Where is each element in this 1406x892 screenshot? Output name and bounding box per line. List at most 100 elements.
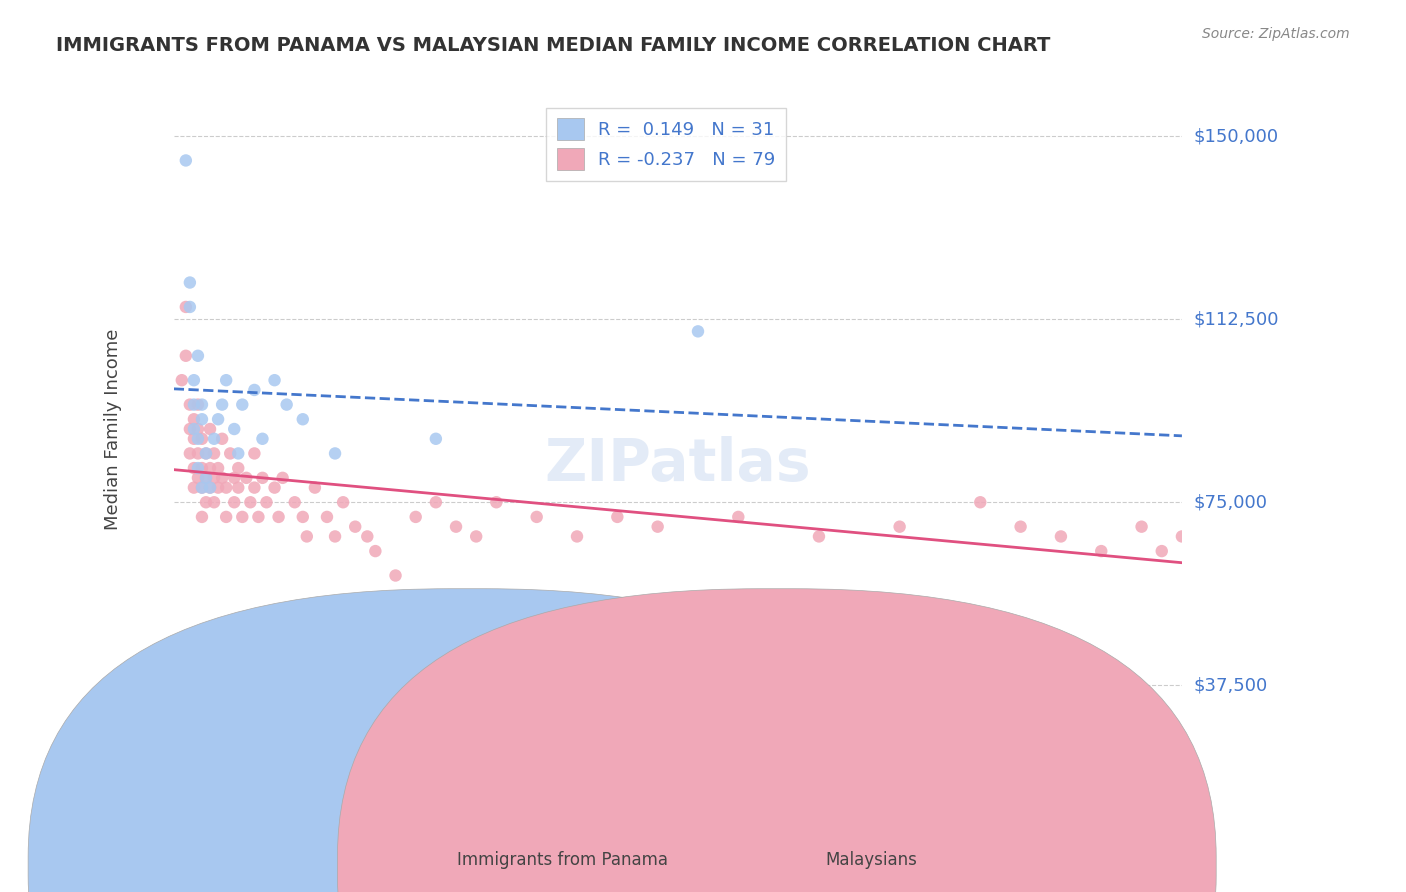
Point bbox=[271, 471, 294, 485]
Point bbox=[187, 349, 209, 363]
Legend: R =  0.149   N = 31, R = -0.237   N = 79: R = 0.149 N = 31, R = -0.237 N = 79 bbox=[546, 108, 786, 180]
Point bbox=[207, 461, 229, 475]
Point bbox=[405, 509, 427, 524]
Point bbox=[215, 481, 238, 495]
Point bbox=[226, 446, 249, 460]
Text: IMMIGRANTS FROM PANAMA VS MALAYSIAN MEDIAN FAMILY INCOME CORRELATION CHART: IMMIGRANTS FROM PANAMA VS MALAYSIAN MEDI… bbox=[56, 36, 1050, 54]
Point bbox=[195, 446, 218, 460]
Point bbox=[224, 471, 246, 485]
Point bbox=[215, 509, 238, 524]
Point bbox=[215, 373, 238, 387]
Point bbox=[191, 461, 214, 475]
Point bbox=[252, 471, 274, 485]
Point bbox=[187, 446, 209, 460]
Text: Source: ZipAtlas.com: Source: ZipAtlas.com bbox=[1202, 27, 1350, 41]
Point bbox=[191, 398, 214, 412]
Point bbox=[187, 471, 209, 485]
Point bbox=[239, 495, 262, 509]
Point bbox=[425, 432, 447, 446]
Point bbox=[425, 495, 447, 509]
Point bbox=[183, 373, 205, 387]
Point bbox=[384, 568, 406, 582]
Point bbox=[198, 481, 221, 495]
Point bbox=[364, 544, 387, 558]
Point bbox=[179, 398, 201, 412]
Point bbox=[187, 422, 209, 436]
Point bbox=[198, 461, 221, 475]
Point bbox=[195, 446, 218, 460]
Text: Median Family Income: Median Family Income bbox=[104, 328, 122, 530]
Point bbox=[323, 529, 346, 543]
Point bbox=[191, 432, 214, 446]
Point bbox=[226, 461, 249, 475]
Point bbox=[267, 509, 290, 524]
Point bbox=[465, 529, 488, 543]
Point bbox=[243, 481, 266, 495]
Point bbox=[191, 481, 214, 495]
Point bbox=[1171, 529, 1194, 543]
Point bbox=[183, 481, 205, 495]
Point bbox=[211, 398, 233, 412]
Point bbox=[179, 300, 201, 314]
Point bbox=[207, 481, 229, 495]
Text: $37,500: $37,500 bbox=[1194, 676, 1267, 694]
Point bbox=[211, 432, 233, 446]
Point bbox=[187, 461, 209, 475]
Point bbox=[198, 422, 221, 436]
Point bbox=[256, 495, 278, 509]
Text: $150,000: $150,000 bbox=[1194, 127, 1278, 145]
Point bbox=[183, 398, 205, 412]
Point bbox=[183, 461, 205, 475]
Point bbox=[198, 481, 221, 495]
Text: $75,000: $75,000 bbox=[1194, 493, 1267, 511]
Point bbox=[183, 432, 205, 446]
Point bbox=[207, 412, 229, 426]
Point bbox=[224, 422, 246, 436]
Point bbox=[219, 446, 242, 460]
Text: Immigrants from Panama: Immigrants from Panama bbox=[457, 851, 668, 869]
Point bbox=[969, 495, 991, 509]
Point bbox=[247, 509, 270, 524]
Point bbox=[231, 509, 253, 524]
Point bbox=[606, 509, 628, 524]
Point bbox=[183, 422, 205, 436]
Point bbox=[183, 412, 205, 426]
Text: ZIPatlas: ZIPatlas bbox=[544, 435, 811, 492]
Point bbox=[191, 412, 214, 426]
Point bbox=[243, 446, 266, 460]
Point bbox=[174, 153, 197, 168]
Point bbox=[647, 519, 669, 533]
Point bbox=[263, 373, 285, 387]
Point bbox=[727, 509, 749, 524]
Point bbox=[295, 529, 318, 543]
Point bbox=[211, 471, 233, 485]
Point bbox=[252, 432, 274, 446]
Point bbox=[344, 519, 367, 533]
Point bbox=[195, 471, 218, 485]
Point bbox=[284, 495, 307, 509]
Point bbox=[179, 446, 201, 460]
Point bbox=[291, 509, 314, 524]
Point bbox=[202, 495, 225, 509]
Point bbox=[276, 398, 298, 412]
Point bbox=[224, 495, 246, 509]
Point bbox=[179, 276, 201, 290]
Text: 25.0%: 25.0% bbox=[1125, 805, 1182, 823]
Point bbox=[807, 529, 830, 543]
Point bbox=[174, 349, 197, 363]
Point bbox=[263, 481, 285, 495]
Point bbox=[332, 495, 354, 509]
Point bbox=[235, 471, 257, 485]
Point bbox=[686, 324, 709, 338]
Point bbox=[565, 529, 588, 543]
Point bbox=[187, 432, 209, 446]
Point bbox=[170, 7, 193, 21]
Point bbox=[1010, 519, 1032, 533]
Point bbox=[202, 432, 225, 446]
Point bbox=[191, 481, 214, 495]
Point bbox=[195, 471, 218, 485]
Point bbox=[170, 373, 193, 387]
Text: 0.0%: 0.0% bbox=[174, 805, 219, 823]
Point bbox=[195, 495, 218, 509]
Point bbox=[1150, 544, 1173, 558]
